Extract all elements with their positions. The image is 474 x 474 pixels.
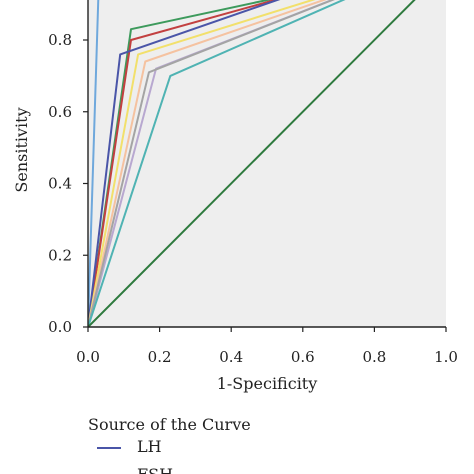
roc-curve-8 bbox=[88, 0, 335, 328]
y-tick-label: 0.2 bbox=[48, 246, 72, 264]
roc-curve-1 bbox=[88, 0, 100, 328]
y-ticks: 0.0 0.2 0.4 0.6 0.8 bbox=[48, 31, 88, 336]
legend-label: LH bbox=[137, 437, 162, 456]
x-tick-label: 1.0 bbox=[434, 348, 458, 366]
series-layer bbox=[88, 0, 416, 328]
roc-curve-4 bbox=[88, 0, 281, 328]
roc-curve-3 bbox=[88, 0, 279, 328]
x-tick-label: 0.8 bbox=[362, 348, 386, 366]
x-tick-label: 0.2 bbox=[148, 348, 172, 366]
plot-background bbox=[88, 0, 446, 327]
x-tick-label: 0.0 bbox=[76, 348, 100, 366]
x-axis-title: 1-Specificity bbox=[217, 374, 318, 393]
x-tick-label: 0.6 bbox=[291, 348, 315, 366]
roc-curve-10 bbox=[88, 0, 416, 328]
y-tick-label: 0.0 bbox=[48, 318, 72, 336]
x-ticks: 0.0 0.2 0.4 0.6 0.8 1.0 bbox=[76, 327, 458, 366]
legend-entries: LH FSH bbox=[97, 437, 173, 474]
y-tick-label: 0.8 bbox=[48, 31, 72, 49]
roc-curve-6 bbox=[88, 0, 327, 328]
roc-curve-9 bbox=[88, 0, 346, 328]
legend-label: FSH bbox=[137, 465, 173, 474]
legend-title: Source of the Curve bbox=[88, 415, 251, 434]
y-tick-label: 0.6 bbox=[48, 103, 72, 121]
y-axis-title: Sensitivity bbox=[12, 107, 31, 192]
x-tick-label: 0.4 bbox=[219, 348, 243, 366]
roc-curve-5 bbox=[88, 0, 316, 328]
y-tick-label: 0.4 bbox=[48, 175, 72, 193]
